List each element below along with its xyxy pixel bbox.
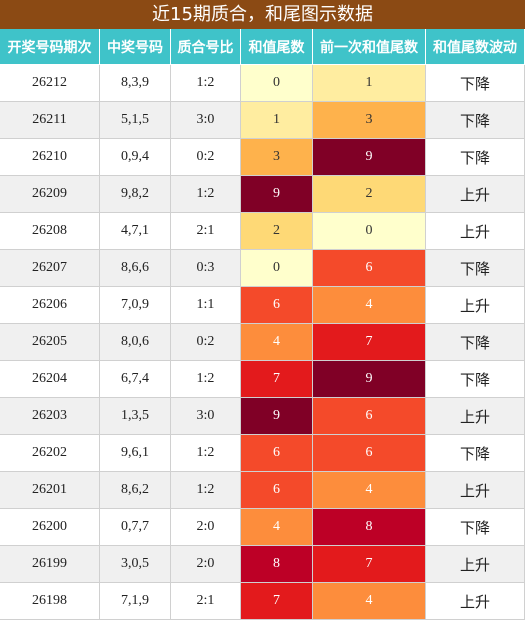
cell: 26211 — [0, 102, 100, 139]
cell: 2:0 — [171, 546, 241, 583]
cell: 1:2 — [171, 472, 241, 509]
header-cell: 前一次和值尾数 — [313, 29, 426, 65]
heat-cell: 6 — [313, 435, 426, 472]
cell: 7,1,9 — [100, 583, 171, 620]
cell: 1:2 — [171, 65, 241, 102]
cell: 5,1,5 — [100, 102, 171, 139]
heat-cell: 7 — [313, 546, 426, 583]
heat-cell: 4 — [241, 509, 313, 546]
heat-cell: 9 — [241, 398, 313, 435]
cell: 26202 — [0, 435, 100, 472]
cell: 下降 — [426, 435, 525, 472]
heat-cell: 2 — [241, 213, 313, 250]
cell: 0:2 — [171, 324, 241, 361]
cell: 7,0,9 — [100, 287, 171, 324]
cell: 26199 — [0, 546, 100, 583]
cell: 0,7,7 — [100, 509, 171, 546]
heat-cell: 3 — [313, 102, 426, 139]
cell: 26207 — [0, 250, 100, 287]
cell: 2:1 — [171, 213, 241, 250]
cell: 上升 — [426, 213, 525, 250]
heat-cell: 4 — [313, 583, 426, 620]
cell: 下降 — [426, 509, 525, 546]
cell: 26201 — [0, 472, 100, 509]
cell: 0:3 — [171, 250, 241, 287]
heat-cell: 4 — [241, 324, 313, 361]
cell: 下降 — [426, 361, 525, 398]
cell: 1:2 — [171, 176, 241, 213]
cell: 26208 — [0, 213, 100, 250]
header-cell: 开奖号码期次 — [0, 29, 100, 65]
heat-cell: 4 — [313, 287, 426, 324]
cell: 0:2 — [171, 139, 241, 176]
cell: 2:0 — [171, 509, 241, 546]
cell: 下降 — [426, 139, 525, 176]
cell: 1:2 — [171, 435, 241, 472]
cell: 26205 — [0, 324, 100, 361]
heat-cell: 0 — [313, 213, 426, 250]
cell: 3:0 — [171, 102, 241, 139]
cell: 上升 — [426, 472, 525, 509]
cell: 26203 — [0, 398, 100, 435]
heat-cell: 3 — [241, 139, 313, 176]
cell: 3:0 — [171, 398, 241, 435]
cell: 26200 — [0, 509, 100, 546]
heat-cell: 7 — [313, 324, 426, 361]
heat-cell: 2 — [313, 176, 426, 213]
heat-cell: 8 — [313, 509, 426, 546]
cell: 1:1 — [171, 287, 241, 324]
heat-cell: 1 — [313, 65, 426, 102]
cell: 26206 — [0, 287, 100, 324]
cell: 8,0,6 — [100, 324, 171, 361]
cell: 下降 — [426, 250, 525, 287]
heat-cell: 7 — [241, 361, 313, 398]
heat-cell: 0 — [241, 250, 313, 287]
cell: 26198 — [0, 583, 100, 620]
heat-cell: 6 — [313, 398, 426, 435]
header-cell: 和值尾数 — [241, 29, 313, 65]
cell: 4,7,1 — [100, 213, 171, 250]
heat-cell: 0 — [241, 65, 313, 102]
heat-cell: 7 — [241, 583, 313, 620]
header-cell: 质合号比 — [171, 29, 241, 65]
cell: 8,6,2 — [100, 472, 171, 509]
heat-cell: 6 — [313, 250, 426, 287]
cell: 下降 — [426, 65, 525, 102]
cell: 8,3,9 — [100, 65, 171, 102]
header-cell: 和值尾数波动 — [426, 29, 525, 65]
cell: 9,6,1 — [100, 435, 171, 472]
cell: 6,7,4 — [100, 361, 171, 398]
cell: 上升 — [426, 287, 525, 324]
cell: 8,6,6 — [100, 250, 171, 287]
cell: 2:1 — [171, 583, 241, 620]
cell: 上升 — [426, 398, 525, 435]
heat-cell: 9 — [241, 176, 313, 213]
cell: 上升 — [426, 546, 525, 583]
heat-cell: 1 — [241, 102, 313, 139]
cell: 下降 — [426, 102, 525, 139]
cell: 26212 — [0, 65, 100, 102]
cell: 上升 — [426, 176, 525, 213]
cell: 上升 — [426, 583, 525, 620]
cell: 下降 — [426, 324, 525, 361]
title: 近15期质合，和尾图示数据 — [0, 0, 525, 29]
heat-cell: 9 — [313, 361, 426, 398]
cell: 0,9,4 — [100, 139, 171, 176]
cell: 9,8,2 — [100, 176, 171, 213]
heat-cell: 6 — [241, 472, 313, 509]
heat-cell: 8 — [241, 546, 313, 583]
heat-cell: 4 — [313, 472, 426, 509]
header-cell: 中奖号码 — [100, 29, 171, 65]
cell: 26210 — [0, 139, 100, 176]
cell: 3,0,5 — [100, 546, 171, 583]
heat-cell: 6 — [241, 435, 313, 472]
cell: 26204 — [0, 361, 100, 398]
heat-cell: 6 — [241, 287, 313, 324]
cell: 26209 — [0, 176, 100, 213]
cell: 1,3,5 — [100, 398, 171, 435]
cell: 1:2 — [171, 361, 241, 398]
heat-cell: 9 — [313, 139, 426, 176]
